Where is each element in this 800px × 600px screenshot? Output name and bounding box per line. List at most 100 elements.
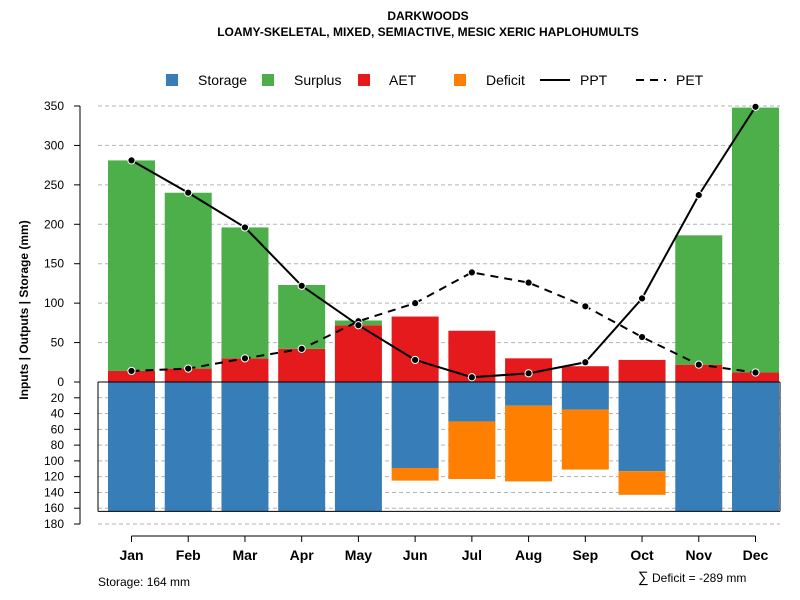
- point-pet-apr: [297, 344, 306, 353]
- bar-aet-mar: [221, 358, 269, 382]
- point-ppt-apr: [297, 281, 306, 290]
- point-pet-jan: [127, 366, 136, 376]
- x-tick-label-dec: Dec: [743, 547, 769, 563]
- bar-storage-mar: [221, 382, 269, 512]
- legend-swatch-storage: [166, 74, 178, 86]
- point-ppt-jul: [467, 373, 476, 382]
- y-tick-label-lower: 180: [44, 517, 64, 531]
- x-tick-label-nov: Nov: [686, 547, 713, 563]
- bar-aet-oct: [618, 359, 666, 382]
- y-tick-label-upper: 0: [57, 375, 64, 389]
- legend-label-deficit: Deficit: [486, 72, 525, 88]
- bar-surplus-jan: [108, 160, 155, 371]
- x-tick-label-sep: Sep: [572, 547, 598, 563]
- bar-aet-may: [334, 325, 382, 382]
- bar-storage-jun: [391, 382, 439, 468]
- point-ppt-jan: [127, 156, 136, 165]
- bar-storage-jan: [108, 382, 155, 512]
- bar-storage-nov: [675, 382, 723, 512]
- bar-storage-aug: [505, 382, 553, 406]
- bar-aet-sep: [561, 366, 609, 382]
- zero-line: [97, 381, 781, 512]
- bars: [108, 107, 779, 512]
- bar-deficit-aug: [505, 405, 553, 482]
- x-tick-label-aug: Aug: [515, 547, 542, 563]
- bar-aet-apr: [278, 348, 326, 382]
- chart-subtitle: LOAMY-SKELETAL, MIXED, SEMIACTIVE, MESIC…: [217, 25, 639, 39]
- bar-surplus-nov: [675, 235, 723, 365]
- bar-storage-oct: [618, 382, 666, 472]
- x-tick-label-jun: Jun: [403, 547, 428, 563]
- point-ppt-nov: [694, 191, 703, 200]
- bar-aet-jan: [108, 370, 155, 382]
- bar-deficit-jun: [391, 467, 439, 481]
- y-tick-label-upper: 50: [51, 336, 65, 350]
- x-tick-label-jul: Jul: [462, 547, 482, 563]
- y-tick-label-upper: 350: [44, 99, 64, 113]
- bar-deficit-jul: [448, 421, 496, 480]
- y-axis-title: Inputs | Outputs | Storage (mm): [17, 220, 31, 399]
- point-ppt-dec: [751, 102, 760, 111]
- legend-label-surplus: Surplus: [294, 72, 341, 88]
- bar-storage-may: [334, 382, 382, 512]
- x-tick-label-apr: Apr: [290, 547, 315, 563]
- sum-symbol: ∑: [638, 569, 649, 586]
- point-pet-nov: [694, 360, 703, 369]
- x-tick-label-jan: Jan: [119, 547, 143, 563]
- legend-label-ppt: PPT: [580, 72, 608, 88]
- y-tick-label-upper: 300: [44, 138, 64, 152]
- x-tick-label-oct: Oct: [630, 547, 654, 563]
- legend: Storage Surplus AET Deficit PPT PET: [166, 72, 704, 88]
- y-tick-label-lower: 160: [44, 501, 64, 515]
- point-pet-feb: [184, 364, 193, 373]
- y-tick-label-upper: 200: [44, 217, 64, 231]
- point-ppt-mar: [240, 223, 250, 232]
- point-pet-mar: [240, 354, 250, 363]
- legend-swatch-surplus: [262, 74, 274, 86]
- point-ppt-aug: [524, 369, 533, 378]
- bar-deficit-sep: [561, 409, 609, 470]
- y-tick-label-upper: 250: [44, 178, 64, 192]
- x-tick-label-mar: Mar: [233, 547, 258, 563]
- x-tick-label-may: May: [345, 547, 372, 563]
- point-ppt-oct: [637, 294, 647, 303]
- legend-label-aet: AET: [389, 72, 417, 88]
- point-ppt-may: [354, 321, 363, 330]
- point-pet-dec: [751, 368, 760, 377]
- bar-surplus-dec: [732, 107, 779, 373]
- bar-aet-dec: [732, 372, 779, 382]
- bar-storage-sep: [561, 382, 609, 410]
- point-ppt-sep: [581, 358, 590, 367]
- bar-aet-feb: [164, 368, 212, 382]
- y-tick-label-upper: 150: [44, 257, 64, 271]
- y-tick-label-lower: 40: [51, 407, 65, 421]
- y-tick-label-lower: 100: [44, 454, 64, 468]
- legend-swatch-aet: [358, 74, 370, 86]
- bar-storage-dec: [732, 382, 779, 512]
- bar-storage-apr: [278, 382, 326, 512]
- series-lines: [127, 102, 760, 382]
- line-ppt: [131, 106, 757, 379]
- bar-aet-nov: [675, 364, 723, 382]
- x-tick-label-feb: Feb: [176, 547, 201, 563]
- bar-surplus-mar: [221, 227, 269, 359]
- y-tick-label-lower: 120: [44, 470, 64, 484]
- point-pet-oct: [637, 332, 647, 342]
- y-tick-label-upper: 100: [44, 296, 64, 310]
- storage-footer: Storage: 164 mm: [98, 575, 190, 589]
- bar-deficit-oct: [618, 471, 666, 495]
- bar-storage-jul: [448, 382, 496, 422]
- line-pet: [131, 271, 756, 374]
- y-tick-label-lower: 140: [44, 485, 64, 499]
- legend-label-pet: PET: [676, 72, 704, 88]
- point-pet-aug: [524, 278, 533, 287]
- y-tick-label-lower: 60: [51, 422, 65, 436]
- bar-surplus-feb: [164, 192, 212, 369]
- bar-surplus-apr: [278, 285, 326, 349]
- chart-title: DARKWOODS: [387, 9, 468, 23]
- legend-swatch-deficit: [454, 74, 466, 86]
- y-tick-label-lower: 80: [51, 438, 65, 452]
- point-pet-jun: [411, 299, 420, 308]
